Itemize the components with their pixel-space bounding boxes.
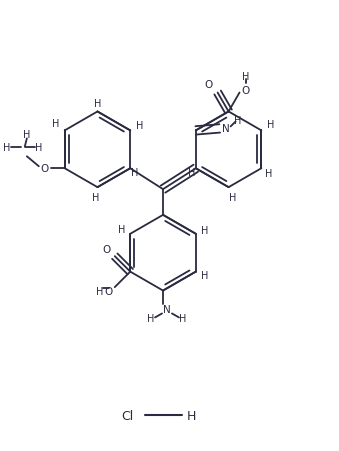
Text: H: H <box>229 193 236 202</box>
Text: H: H <box>265 169 272 179</box>
Text: H: H <box>188 167 195 177</box>
Text: O: O <box>103 244 111 255</box>
Text: H: H <box>179 314 187 324</box>
Text: N: N <box>222 124 230 134</box>
Text: H: H <box>96 286 103 296</box>
Text: H: H <box>201 226 208 235</box>
Text: Cl: Cl <box>121 409 133 422</box>
Text: H: H <box>131 167 138 177</box>
Text: H: H <box>92 193 99 202</box>
Text: H: H <box>234 116 241 126</box>
Text: H: H <box>23 130 31 140</box>
Text: O: O <box>41 164 49 174</box>
Text: H: H <box>52 119 59 129</box>
Text: H: H <box>118 224 125 234</box>
Text: H: H <box>147 314 155 324</box>
Text: H: H <box>201 270 208 280</box>
Text: O: O <box>105 286 113 296</box>
Text: H: H <box>3 143 11 153</box>
Text: H: H <box>187 409 197 422</box>
Text: O: O <box>241 85 250 95</box>
Text: H: H <box>35 143 42 153</box>
Text: H: H <box>136 121 143 131</box>
Text: N: N <box>163 305 171 315</box>
Text: H: H <box>267 120 274 130</box>
Text: H: H <box>94 98 101 108</box>
Text: O: O <box>204 79 213 89</box>
Text: H: H <box>242 71 249 81</box>
